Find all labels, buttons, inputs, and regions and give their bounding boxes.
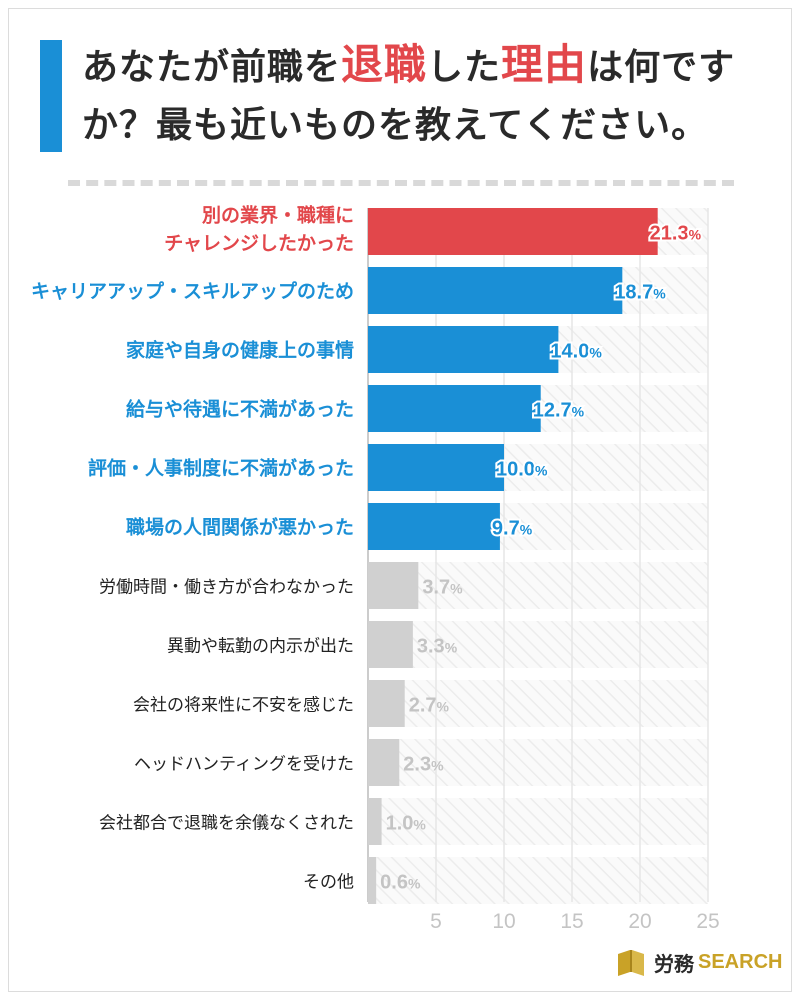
brand-logo: 労務 SEARCH (616, 944, 782, 980)
x-tick-label: 25 (696, 910, 719, 933)
category-label: 会社都合で退職を余儀なくされた (99, 814, 354, 834)
bar-track (368, 739, 708, 786)
category-label: 別の業界・職種にチャレンジしたかった (164, 204, 354, 255)
title-accent-bar (40, 40, 62, 152)
title-part3: は何です (587, 47, 736, 88)
bar (368, 621, 413, 668)
title-part1: あなたが前職を (82, 47, 342, 88)
bar-track (368, 680, 708, 727)
bar (368, 385, 541, 432)
value-label: 3.3% (417, 636, 458, 658)
value-label: 2.7% (409, 695, 450, 717)
x-tick-label: 10 (492, 910, 515, 933)
x-tick-label: 5 (430, 910, 442, 933)
title-accent1: 退職 (341, 40, 428, 89)
bar (368, 798, 382, 845)
category-label: 給与や待遇に不満があった (126, 398, 354, 421)
bar (368, 208, 658, 255)
bar (368, 562, 419, 609)
value-label: 1.0% (386, 813, 427, 835)
value-label: 2.3% (403, 754, 444, 776)
category-label: その他 (303, 873, 354, 893)
value-label: 18.7% (614, 282, 666, 304)
value-label: 3.7% (422, 577, 463, 599)
category-label: ヘッドハンティングを受けた (134, 755, 354, 775)
bar-track (368, 562, 708, 609)
title-part2: した (427, 47, 502, 88)
category-label: 労働時間・働き方が合わなかった (99, 578, 354, 598)
bar (368, 503, 500, 550)
bar (368, 739, 400, 786)
bar (368, 267, 623, 314)
chart-title: あなたが前職を退職した理由は何です か？最も近いものを教えてください。 (82, 36, 772, 155)
bar (368, 857, 377, 904)
category-label: 会社の将来性に不安を感じた (133, 696, 354, 716)
category-label: キャリアアップ・スキルアップのため (31, 280, 354, 303)
title-line2: か？最も近いものを教えてください。 (82, 105, 709, 146)
bar-track (368, 798, 708, 845)
bar (368, 326, 559, 373)
value-label: 14.0% (550, 341, 602, 363)
x-tick-label: 15 (560, 910, 583, 933)
chart-frame (8, 8, 792, 992)
title-accent2: 理由 (501, 40, 588, 89)
category-label: 家庭や自身の健康上の事情 (126, 339, 354, 362)
bar-track (368, 857, 708, 904)
category-label: 異動や転勤の内示が出た (167, 637, 354, 657)
bar (368, 680, 405, 727)
x-tick-label: 20 (628, 910, 651, 933)
value-label: 10.0% (496, 459, 548, 481)
logo-text-en: SEARCH (698, 950, 783, 973)
value-label: 0.6% (380, 872, 421, 894)
value-label: 9.7% (492, 518, 533, 540)
category-label: 評価・人事制度に不満があった (88, 457, 354, 480)
book-icon (618, 950, 644, 976)
category-label: 職場の人間関係が悪かった (126, 516, 354, 539)
bar (368, 444, 504, 491)
value-label: 12.7% (533, 400, 585, 422)
dashed-divider (68, 180, 734, 186)
bar-track (368, 621, 708, 668)
logo-text-jp: 労務 (654, 951, 694, 976)
value-label: 21.3% (650, 223, 702, 245)
